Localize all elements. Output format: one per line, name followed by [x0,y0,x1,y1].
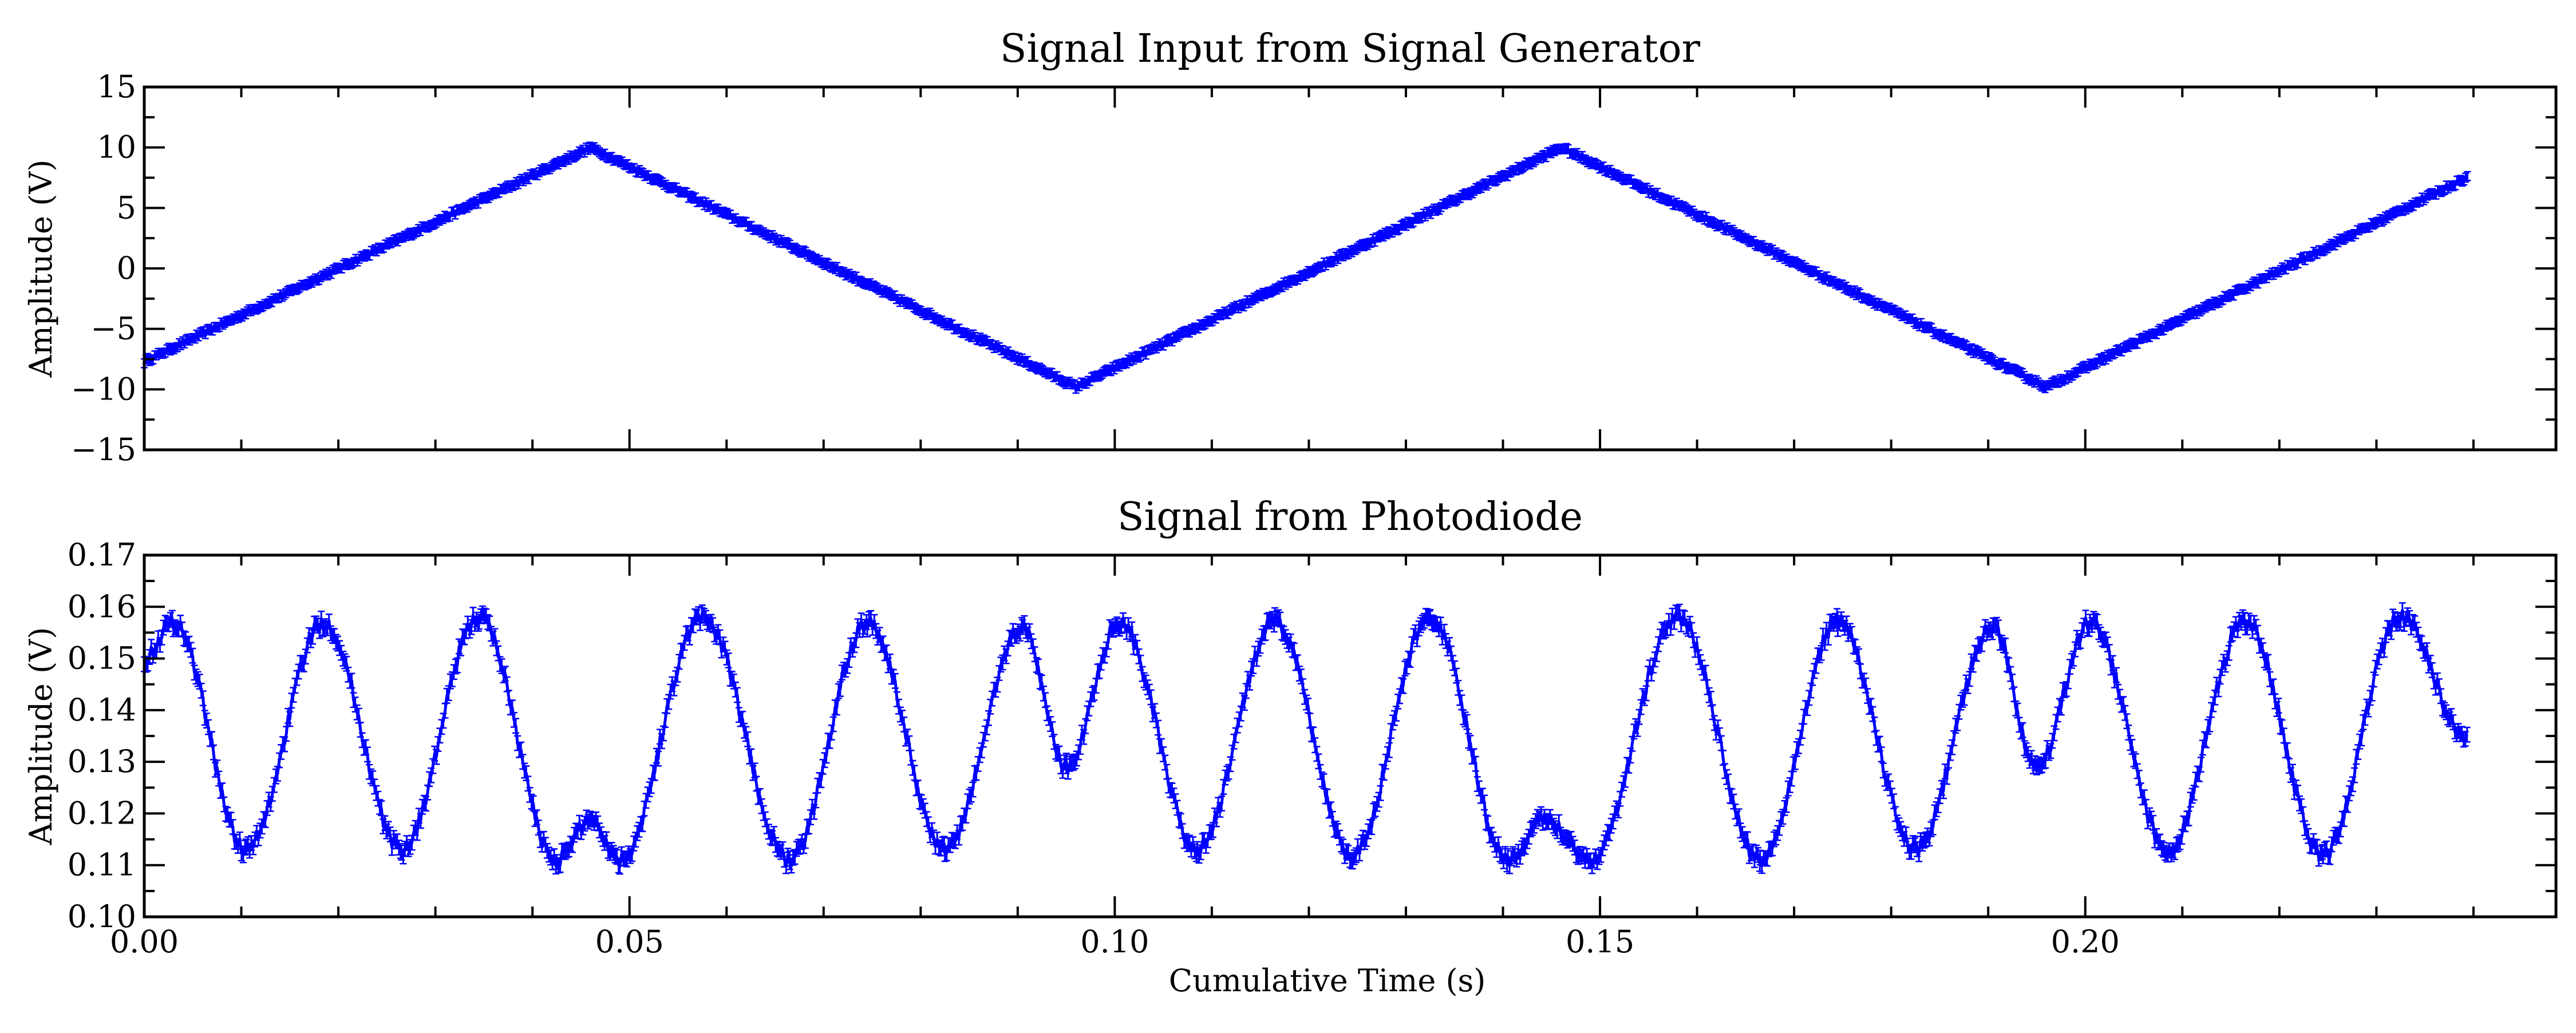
chart-title: Signal Input from Signal Generator [1000,26,1701,72]
y-tick-label: −10 [71,371,136,407]
y-tick-label: −5 [90,311,136,347]
y-tick-label: 5 [117,189,136,225]
y-tick-label: 10 [97,129,136,165]
series-1 [141,603,2471,874]
y-tick-label: −15 [71,432,136,468]
series-1 [141,143,2471,393]
panel-1: −15 −10 −5 0 5 10 15 Signal Input from Signal G… [23,26,2556,468]
y-axis-label: Amplitude (V) [23,160,59,378]
y-tick-label: 15 [97,69,136,105]
y-tick-label: 0 [117,250,136,286]
plot-frame [144,87,2556,450]
